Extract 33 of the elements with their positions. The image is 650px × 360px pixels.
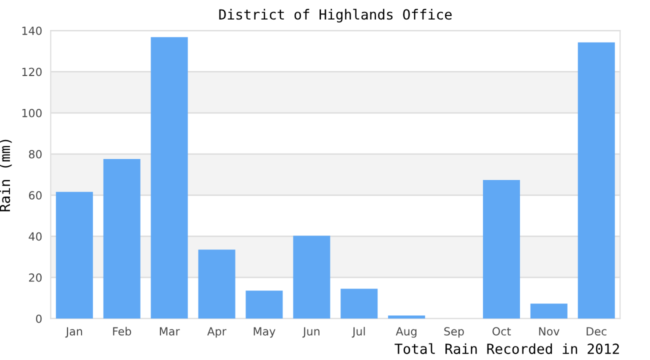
bar (530, 304, 568, 319)
y-tick-label: 140 (22, 26, 42, 35)
x-tick-label: Apr (207, 327, 226, 338)
bar (198, 250, 236, 319)
bar (388, 316, 426, 319)
y-tick-label: 100 (22, 108, 42, 118)
bar (293, 236, 330, 319)
bar (246, 290, 283, 319)
bar (482, 180, 520, 319)
x-tick-label: Mar (160, 327, 180, 336)
bar (578, 42, 615, 319)
y-tick-label: 0 (36, 314, 42, 323)
x-tick-label: Sep (444, 327, 464, 338)
x-tick-label: May (254, 327, 276, 338)
chart-title: District of Highlands Office (219, 8, 452, 22)
y-tick-label: 20 (29, 273, 42, 282)
y-tick-label: 60 (29, 191, 42, 200)
x-tick-label: Jan (65, 327, 82, 338)
x-tick-label: Oct (492, 327, 511, 336)
x-tick-label: Dec (586, 327, 606, 336)
x-tick-label: Feb (113, 326, 132, 336)
x-tick-label: Aug (396, 327, 416, 338)
x-axis-title: Total Rain Recorded in 2012 (394, 343, 619, 354)
bar (340, 288, 378, 319)
x-tick-label: Nov (539, 327, 560, 336)
x-tick-label: Jun (302, 327, 320, 338)
y-tick-label: 120 (22, 68, 42, 76)
y-tick-label: 80 (28, 150, 42, 158)
bar (103, 158, 140, 319)
bar (150, 37, 188, 319)
y-tick-label: 40 (28, 232, 42, 241)
bar (56, 192, 93, 319)
x-tick-label: Jul (352, 326, 365, 338)
